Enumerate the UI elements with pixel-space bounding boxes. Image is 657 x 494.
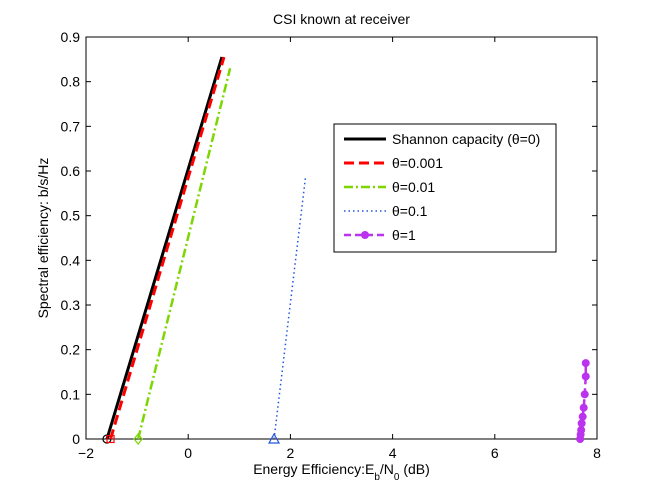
- series-marker: [106, 434, 115, 444]
- chart-title: CSI known at receiver: [273, 11, 410, 27]
- legend-item: θ=1: [344, 227, 416, 243]
- legend-label: Shannon capacity (θ=0): [392, 131, 540, 147]
- legend-marker: [361, 231, 369, 239]
- x-axis-label: Energy Efficiency:Eb/N0 (dB): [253, 461, 430, 483]
- y-tick-label: 0.6: [61, 163, 81, 179]
- y-axis-label: Spectral efficiency: b/s/Hz: [35, 158, 51, 319]
- x-axis-label-tail: (dB): [399, 461, 429, 477]
- x-tick-label: −2: [78, 445, 94, 461]
- x-axis-label-main: Energy Efficiency:E: [253, 461, 374, 477]
- y-tick-label: 0.3: [61, 297, 81, 313]
- series-1: [106, 56, 226, 444]
- legend-item: θ=0.001: [344, 155, 443, 171]
- legend-label: θ=0.01: [392, 179, 435, 195]
- y-tick-label: 0: [72, 431, 80, 447]
- legend-label: θ=0.001: [392, 155, 443, 171]
- y-tick-label: 0.1: [61, 386, 81, 402]
- x-axis-label-sub1: b: [374, 472, 380, 483]
- y-tick-label: 0.8: [61, 74, 81, 90]
- y-tick-label: 0.5: [61, 208, 81, 224]
- x-ticks: −2 0 2 4 6 8: [78, 37, 601, 461]
- legend-item: Shannon capacity (θ=0): [344, 131, 540, 147]
- series-3: [268, 175, 307, 444]
- legend-box: [333, 123, 557, 253]
- series-marker: [580, 390, 589, 399]
- series-marker: [133, 433, 143, 445]
- x-tick-label: 4: [389, 445, 397, 461]
- x-axis-label-sub2: 0: [394, 472, 400, 483]
- series-marker: [577, 419, 586, 428]
- series-marker: [578, 412, 587, 421]
- series-marker: [581, 359, 590, 368]
- series-marker: [577, 426, 586, 435]
- y-tick-label: 0.2: [61, 342, 81, 358]
- x-tick-label: 0: [184, 445, 192, 461]
- x-tick-label: 6: [491, 445, 499, 461]
- legend-item: θ=0.1: [344, 203, 428, 219]
- series-2: [133, 67, 232, 445]
- series-line: [136, 67, 232, 440]
- series-line: [105, 56, 224, 440]
- series-line: [109, 56, 226, 440]
- series-marker: [579, 403, 588, 412]
- legend-item: θ=0.01: [344, 179, 435, 195]
- y-tick-label: 0.7: [61, 118, 81, 134]
- legend-label: θ=0.1: [392, 203, 428, 219]
- y-ticks: 0 0.1 0.2 0.3 0.4 0.5 0.6 0.7 0.8 0.9: [61, 29, 597, 447]
- series-marker: [581, 372, 590, 381]
- legend-label: θ=1: [392, 227, 416, 243]
- x-tick-label: 8: [593, 445, 601, 461]
- x-axis-label-mid: /N: [380, 461, 394, 477]
- x-tick-label: 2: [287, 445, 295, 461]
- series-4: [576, 359, 590, 443]
- y-tick-label: 0.4: [61, 252, 81, 268]
- y-tick-label: 0.9: [61, 29, 81, 45]
- series-marker: [268, 432, 281, 444]
- series-group: [102, 56, 590, 445]
- series-line: [273, 175, 307, 440]
- legend: Shannon capacity (θ=0) θ=0.001 θ=0.01 θ=0.1…: [333, 123, 557, 253]
